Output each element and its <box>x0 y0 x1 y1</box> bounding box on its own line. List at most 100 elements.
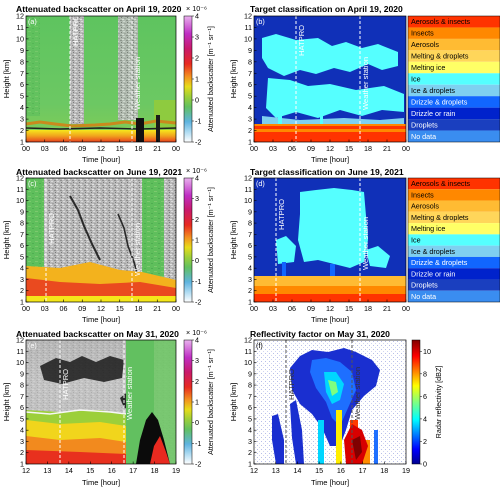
x-tick-label: 00 <box>22 144 30 153</box>
y-tick-label: 4 <box>248 426 252 435</box>
panel-title: Target classification on April 19, 2020 <box>250 4 403 14</box>
y-tick-label: 6 <box>248 80 252 89</box>
hatpro-annotation: HATPRO <box>277 199 286 230</box>
colorbar-tick-label: 3 <box>195 356 199 365</box>
x-tick-label: 15 <box>116 304 124 313</box>
colorbar: 4 3 2 1 0 -1 -2 × 10⁻⁶ Attenuated backscatter … <box>183 328 215 469</box>
colorbar-tick-label: 2 <box>423 437 427 446</box>
y-tick-label: 10 <box>244 34 252 43</box>
plot-area: HATPRO Weather station (f) <box>254 340 406 464</box>
y-tick-label: 12 <box>244 336 252 345</box>
x-tick-label: 03 <box>269 304 277 313</box>
y-tick-label: 5 <box>248 414 252 423</box>
x-tick-label: 00 <box>250 144 258 153</box>
colorbar-tick-label: 0 <box>195 418 199 427</box>
y-axis-label: Height [km] <box>2 383 11 421</box>
y-axis-label: Height [km] <box>2 221 11 259</box>
y-tick-label: 6 <box>248 241 252 250</box>
y-tick-label: 12 <box>16 174 24 183</box>
x-axis-label: Time [hour] <box>311 155 349 164</box>
panel-title: Reflectivity factor on May 31, 2020 <box>250 329 390 339</box>
y-tick-label: 4 <box>248 103 252 112</box>
legend: Aerosols & insects Insects Aerosols Melting… <box>407 177 500 303</box>
colorbar-label: Attenuated backscatter [m⁻¹ sr⁻¹] <box>206 187 215 293</box>
y-tick-label: 1 <box>20 298 24 307</box>
x-tick-label: 12 <box>97 144 105 153</box>
hatpro-annotation: HATPRO <box>297 25 306 56</box>
x-tick-label: 12 <box>22 466 30 475</box>
colorbar-tick-label: 3 <box>195 33 199 42</box>
y-tick-label: 2 <box>20 286 24 295</box>
y-tick-label: 7 <box>248 392 252 401</box>
x-tick-label: 06 <box>288 304 296 313</box>
x-tick-label: 17 <box>129 466 137 475</box>
colorbar-tick-label: 0 <box>195 96 199 105</box>
legend-frame <box>407 177 500 303</box>
y-tick-label: 2 <box>248 448 252 457</box>
y-axis-label: Height [km] <box>229 60 238 98</box>
legend-swatch <box>408 211 500 224</box>
weather-station-annotation: Weather station <box>361 217 370 270</box>
y-tick-label: 3 <box>248 437 252 446</box>
x-tick-label: 09 <box>78 144 86 153</box>
y-tick-label: 8 <box>248 381 252 390</box>
y-tick-label: 1 <box>20 460 24 469</box>
y-tick-label: 2 <box>20 448 24 457</box>
hatpro-annotation: HATPRO <box>71 15 80 46</box>
colorbar-tick-label: 2 <box>195 54 199 63</box>
x-tick-label: 18 <box>380 466 388 475</box>
y-tick-label: 9 <box>20 46 24 55</box>
legend-swatch <box>408 234 500 246</box>
y-tick-label: 3 <box>20 275 24 284</box>
legend-swatch <box>408 73 500 85</box>
colorbar-tick-label: 4 <box>423 414 427 423</box>
legend-label: Ice & droplets <box>411 86 455 95</box>
x-axis-label: Time [hour] <box>311 478 349 487</box>
y-tick-label: 4 <box>20 426 24 435</box>
y-tick-label: 5 <box>20 252 24 261</box>
colorbar-tick-label: 3 <box>195 194 199 203</box>
legend-swatch <box>408 50 500 62</box>
y-tick-label: 5 <box>248 252 252 261</box>
y-tick-label: 7 <box>20 69 24 78</box>
y-axis-label: Height [km] <box>2 60 11 98</box>
y-tick-label: 7 <box>248 230 252 239</box>
y-tick-label: 10 <box>16 358 24 367</box>
hatpro-annotation: HATPRO <box>61 369 70 400</box>
legend-swatch <box>408 27 500 39</box>
x-tick-label: 09 <box>78 304 86 313</box>
colorbar-tick-label: 2 <box>195 377 199 386</box>
legend-label: Insects <box>411 29 434 38</box>
legend-label: Drizzle or rain <box>411 109 455 118</box>
legend-swatch <box>408 61 500 74</box>
x-tick-label: 00 <box>172 304 180 313</box>
panel-b: Target classification on April 19, 2020 … <box>229 4 500 164</box>
y-tick-label: 8 <box>20 381 24 390</box>
y-tick-label: 9 <box>248 369 252 378</box>
y-tick-label: 3 <box>20 115 24 124</box>
y-tick-label: 1 <box>248 298 252 307</box>
panel-label: (a) <box>28 17 37 26</box>
y-tick-label: 8 <box>248 219 252 228</box>
x-tick-label: 14 <box>293 466 301 475</box>
x-tick-label: 12 <box>326 304 334 313</box>
y-tick-label: 7 <box>20 392 24 401</box>
y-tick-label: 1 <box>248 460 252 469</box>
y-tick-label: 8 <box>248 57 252 66</box>
y-tick-label: 11 <box>245 185 252 194</box>
weather-station-annotation: Weather station <box>133 57 142 110</box>
colorbar-tick-label: 0 <box>195 256 199 265</box>
y-tick-label: 2 <box>248 126 252 135</box>
legend-label: Melting ice <box>411 63 445 72</box>
y-tick-label: 6 <box>248 403 252 412</box>
x-tick-label: 21 <box>153 304 161 313</box>
colorbar-label: Radar reflectivity [dBZ] <box>434 366 443 439</box>
legend-label: Ice <box>411 236 421 245</box>
legend-label: Aerosols & insects <box>411 17 471 26</box>
y-tick-label: 4 <box>248 264 252 273</box>
weather-station-annotation: Weather station <box>133 223 142 276</box>
panel-label: (f) <box>256 341 263 350</box>
